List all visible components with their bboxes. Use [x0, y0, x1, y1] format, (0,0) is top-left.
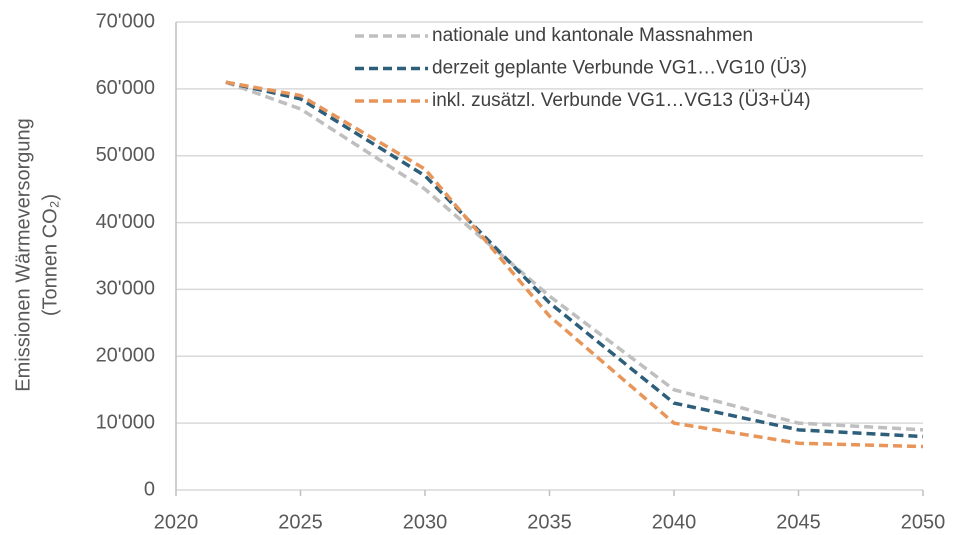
y-tick-label: 0	[144, 478, 155, 500]
legend-label: inkl. zusätzl. Verbunde VG1…VG13 (Ü3+Ü4)	[432, 90, 811, 111]
y-tick-label: 20'000	[96, 345, 155, 367]
y-axis-title: Emissionen Wärmeversorgung (Tonnen CO₂)	[12, 118, 61, 391]
x-tick-label: 2050	[901, 511, 946, 533]
legend-label: derzeit geplante Verbunde VG1…VG10 (Ü3)	[432, 58, 807, 79]
x-tick-label: 2035	[527, 511, 572, 533]
x-tick-label: 2045	[776, 511, 821, 533]
x-tick-label: 2040	[652, 511, 697, 533]
y-tick-label: 30'000	[96, 278, 155, 300]
y-axis-title-line: Emissionen Wärmeversorgung	[12, 118, 34, 391]
series-line	[225, 80, 924, 449]
y-tick-label: 60'000	[96, 77, 155, 99]
y-tick-label: 50'000	[96, 144, 155, 166]
y-tick-label: 70'000	[96, 10, 155, 32]
series-line	[225, 80, 924, 439]
x-tick-label: 2030	[403, 511, 448, 533]
legend-label: nationale und kantonale Massnahmen	[432, 25, 753, 46]
series-line	[225, 80, 924, 432]
x-tick-label: 2020	[154, 511, 199, 533]
y-axis-title-line: (Tonnen CO₂)	[39, 194, 61, 316]
y-tick-label: 10'000	[96, 411, 155, 433]
y-tick-label: 40'000	[96, 211, 155, 233]
x-tick-label: 2025	[278, 511, 323, 533]
